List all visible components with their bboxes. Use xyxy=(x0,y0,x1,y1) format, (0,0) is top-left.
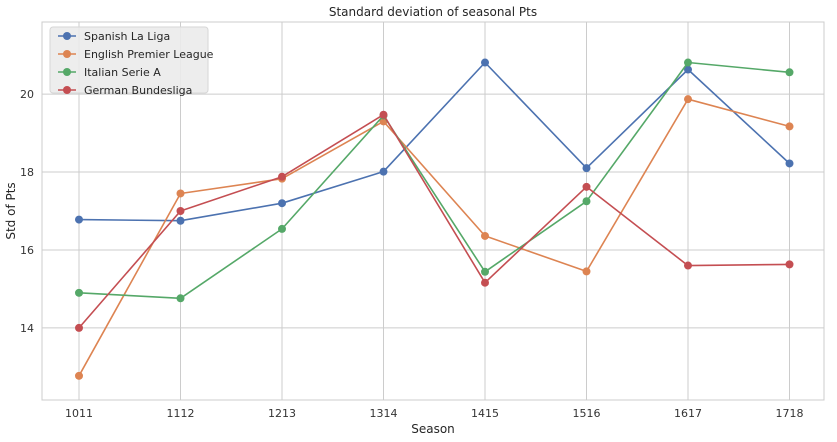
x-tick-label: 1314 xyxy=(370,407,398,420)
series-layer xyxy=(75,58,794,380)
legend-marker xyxy=(63,68,71,76)
y-tick-label: 16 xyxy=(20,244,34,257)
legend-item: English Premier League xyxy=(58,48,214,61)
data-point xyxy=(75,323,83,332)
data-point xyxy=(582,197,591,206)
x-axis-label: Season xyxy=(411,422,455,436)
data-point xyxy=(481,267,489,276)
data-point xyxy=(481,231,489,240)
data-point xyxy=(582,267,591,276)
legend-item: German Bundesliga xyxy=(58,84,192,97)
x-tick-label: 1617 xyxy=(674,407,702,420)
data-point xyxy=(176,216,185,225)
x-tick-label: 1011 xyxy=(65,407,93,420)
data-point xyxy=(785,68,794,77)
x-tick-labels: 1011 1112 1213 1314 1415 1516 1617 1718 xyxy=(65,407,804,420)
legend-label: German Bundesliga xyxy=(84,84,192,97)
data-point xyxy=(481,278,489,287)
data-point xyxy=(176,207,185,215)
data-point xyxy=(75,371,83,380)
legend-marker xyxy=(63,50,71,58)
data-point xyxy=(75,288,83,297)
series-1 xyxy=(75,95,794,380)
x-tick-label: 1213 xyxy=(268,407,296,420)
legend-label: Italian Serie A xyxy=(84,66,161,79)
series-line xyxy=(78,98,790,377)
legend-item: Italian Serie A xyxy=(58,66,161,79)
y-axis-label: Std of Pts xyxy=(4,182,18,239)
data-point xyxy=(75,215,83,224)
y-tick-label: 14 xyxy=(20,322,34,335)
data-point xyxy=(785,122,794,131)
x-tick-label: 1516 xyxy=(573,407,601,420)
data-point xyxy=(278,224,286,233)
data-point xyxy=(684,58,692,67)
x-tick-label: 1718 xyxy=(776,407,804,420)
legend-item: Spanish La Liga xyxy=(58,30,170,43)
legend-box xyxy=(49,26,209,94)
legend-label: English Premier League xyxy=(84,48,214,61)
data-point xyxy=(278,199,286,208)
data-point xyxy=(176,294,185,303)
legend: Spanish La Liga English Premier League Ita… xyxy=(49,26,214,97)
x-tick-label: 1415 xyxy=(471,407,499,420)
data-point xyxy=(278,172,286,181)
series-0 xyxy=(75,58,794,225)
legend-marker xyxy=(63,32,71,40)
data-point xyxy=(684,95,692,104)
data-point xyxy=(582,182,591,191)
y-tick-labels: 14 16 18 20 xyxy=(20,88,34,335)
series-line xyxy=(78,61,790,300)
data-point xyxy=(684,261,692,270)
data-point xyxy=(176,189,185,198)
legend-label: Spanish La Liga xyxy=(84,30,170,43)
series-3 xyxy=(75,110,794,332)
data-point xyxy=(481,58,489,67)
chart-title: Standard deviation of seasonal Pts xyxy=(329,5,537,19)
data-point xyxy=(684,65,692,74)
x-tick-label: 1112 xyxy=(167,407,195,420)
y-tick-label: 20 xyxy=(20,88,34,101)
data-point xyxy=(379,110,388,119)
data-point xyxy=(785,260,794,269)
y-tick-label: 18 xyxy=(20,166,34,179)
data-point xyxy=(379,167,388,176)
legend-marker xyxy=(63,86,71,94)
series-line xyxy=(78,113,790,329)
data-point xyxy=(582,164,591,173)
data-point xyxy=(785,159,794,168)
